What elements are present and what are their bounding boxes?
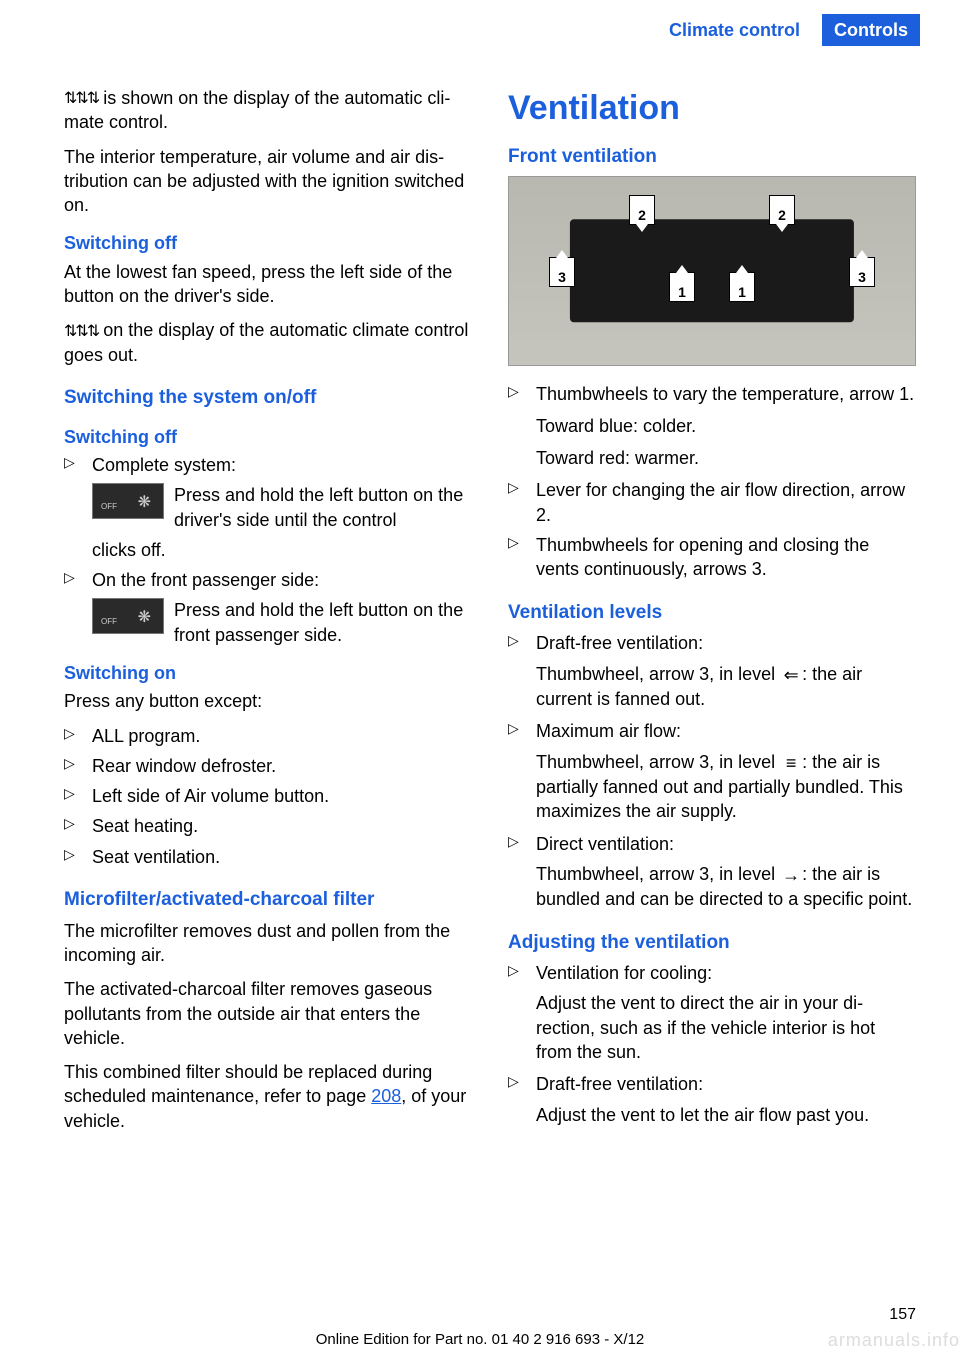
- draft-desc: Thumbwheel, arrow 3, in level ⇐: the air…: [536, 662, 916, 712]
- toward-blue: Toward blue: colder.: [536, 414, 916, 438]
- intro-para-2: The interior temperature, air volume and…: [64, 145, 472, 218]
- li-draft-label: Draft-free ventilation:: [536, 633, 703, 653]
- button-desc-1: Press and hold the left button on the dr…: [174, 483, 472, 532]
- adjusting-list: Ventilation for cooling: Adjust the vent…: [508, 961, 916, 1127]
- right-column: Ventilation Front ventilation 2 2 3 3 1 …: [508, 86, 916, 1143]
- left-column: ⇅⇅⇅ is shown on the display of the autom…: [64, 86, 472, 1143]
- page-number: 157: [889, 1304, 916, 1326]
- li-cool-label: Ventilation for cooling:: [536, 963, 712, 983]
- list-item: Draft-free ventilation: Adjust the vent …: [508, 1072, 916, 1127]
- off-fan-button-icon: ❋: [92, 598, 164, 634]
- switchon-list: ALL program. Rear window defroster. Left…: [64, 724, 472, 869]
- list-item: On the front passenger side: ❋ Press and…: [64, 568, 472, 647]
- list-item: Maximum air flow: Thumbwheel, arrow 3, i…: [508, 719, 916, 823]
- list-item: Seat heating.: [64, 814, 472, 838]
- list-item: Rear window defroster.: [64, 754, 472, 778]
- heading-switching-off-2: Switching off: [64, 425, 472, 449]
- list-item: Complete system: ❋ Press and hold the le…: [64, 453, 472, 562]
- switchoff-list: Complete system: ❋ Press and hold the le…: [64, 453, 472, 647]
- micro-p3: This combined filter should be replaced …: [64, 1060, 472, 1133]
- button-row: ❋ Press and hold the left button on the …: [92, 598, 472, 647]
- vent-grille: [570, 219, 854, 322]
- switchoff-text: on the display of the automatic climate …: [64, 320, 468, 364]
- off-fan-button-icon: ❋: [92, 483, 164, 519]
- list-item: Thumbwheels to vary the temperature, ar­…: [508, 382, 916, 471]
- list-item: Direct ventilation: Thumbwheel, arrow 3,…: [508, 832, 916, 912]
- switchoff-p1: At the lowest fan speed, press the left …: [64, 260, 472, 309]
- li-max-label: Maximum air flow:: [536, 721, 681, 741]
- max-desc: Thumbwheel, arrow 3, in level ≡: the air…: [536, 750, 916, 824]
- li-passenger-label: On the front passenger side:: [92, 570, 319, 590]
- heading-switching-on: Switching on: [64, 661, 472, 685]
- list-item: Seat ventilation.: [64, 845, 472, 869]
- heading-switching-off: Switching off: [64, 231, 472, 255]
- diagram-label-3: 3: [549, 257, 575, 287]
- mid-icon: ≡: [780, 751, 802, 775]
- micro-p2: The activated-charcoal filter removes ga…: [64, 977, 472, 1050]
- list-item: Draft-free ventilation: Thumbwheel, arro…: [508, 631, 916, 711]
- front-vent-list: Thumbwheels to vary the temperature, ar­…: [508, 382, 916, 582]
- button-row: ❋ Press and hold the left button on the …: [92, 483, 472, 532]
- diagram-label-1: 1: [669, 272, 695, 302]
- sliders-icon: ⇅⇅⇅: [64, 321, 98, 343]
- arrow-icon: →: [780, 863, 802, 887]
- heading-microfilter: Microfilter/activated-charcoal filter: [64, 887, 472, 913]
- fan-icon: ❋: [138, 492, 151, 514]
- li-direct-label: Direct ventilation:: [536, 834, 674, 854]
- li-thumb1: Thumbwheels to vary the temperature, ar­…: [536, 384, 914, 404]
- diagram-label-2: 2: [769, 195, 795, 225]
- heading-front-ventilation: Front ventilation: [508, 144, 916, 170]
- diagram-label-2: 2: [629, 195, 655, 225]
- header-tab-label: Controls: [822, 14, 920, 46]
- list-item: Thumbwheels for opening and closing the …: [508, 533, 916, 582]
- heading-adjusting-vent: Adjusting the ventilation: [508, 930, 916, 956]
- intro-text-1: is shown on the display of the automatic…: [64, 88, 450, 132]
- page-content: ⇅⇅⇅ is shown on the display of the autom…: [0, 50, 960, 1143]
- ventilation-diagram: 2 2 3 3 1 1: [508, 176, 916, 366]
- toward-red: Toward red: warmer.: [536, 446, 916, 470]
- fan-icon: ❋: [138, 607, 151, 629]
- page-link-208[interactable]: 208: [371, 1086, 401, 1106]
- spread-icon: ⇐: [780, 663, 802, 687]
- intro-para-1: ⇅⇅⇅ is shown on the display of the autom…: [64, 86, 472, 135]
- sliders-icon: ⇅⇅⇅: [64, 88, 98, 110]
- li-draft2-label: Draft-free ventilation:: [536, 1074, 703, 1094]
- footer-edition-line: Online Edition for Part no. 01 40 2 916 …: [0, 1330, 960, 1350]
- vent-levels-list: Draft-free ventilation: Thumbwheel, arro…: [508, 631, 916, 911]
- button-desc-2: Press and hold the left button on the fr…: [174, 598, 472, 647]
- switchoff-p2: ⇅⇅⇅ on the display of the automatic clim…: [64, 318, 472, 367]
- draft2-desc: Adjust the vent to let the air flow past…: [536, 1103, 916, 1127]
- page-header: Climate control Controls: [0, 0, 960, 50]
- switchon-intro: Press any button except:: [64, 689, 472, 713]
- watermark-text: armanuals.info: [828, 1328, 960, 1352]
- cool-desc: Adjust the vent to direct the air in you…: [536, 991, 916, 1064]
- heading-ventilation: Ventilation: [508, 86, 916, 132]
- list-item: ALL program.: [64, 724, 472, 748]
- li-complete-label: Complete system:: [92, 455, 236, 475]
- direct-desc: Thumbwheel, arrow 3, in level →: the air…: [536, 862, 916, 912]
- list-item: Lever for changing the air flow directio…: [508, 478, 916, 527]
- header-section-label: Climate control: [669, 18, 800, 42]
- diagram-label-3: 3: [849, 257, 875, 287]
- clicks-off-text: clicks off.: [92, 540, 166, 560]
- list-item: Left side of Air volume button.: [64, 784, 472, 808]
- heading-vent-levels: Ventilation levels: [508, 600, 916, 626]
- heading-system-onoff: Switching the system on/off: [64, 385, 472, 411]
- diagram-label-1: 1: [729, 272, 755, 302]
- list-item: Ventilation for cooling: Adjust the vent…: [508, 961, 916, 1064]
- micro-p1: The microfilter removes dust and pollen …: [64, 919, 472, 968]
